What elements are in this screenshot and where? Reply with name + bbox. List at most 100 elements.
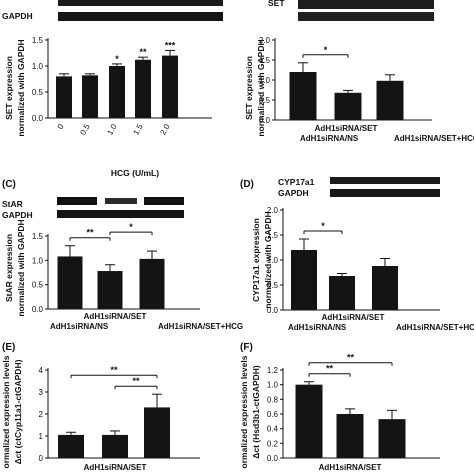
bar [329, 276, 355, 310]
gapdh-label-a: GAPDH [2, 11, 33, 21]
bar [57, 256, 83, 309]
y-axis-title: SET expression [4, 56, 14, 120]
y-tick-label: 0.0 [32, 305, 44, 314]
significance-label: * [115, 54, 119, 64]
y-axis-title: ormalized expression levels [239, 355, 249, 468]
significance-label: ** [139, 47, 147, 57]
bar [135, 59, 151, 118]
set-label-b: SET [268, 0, 285, 8]
bar [372, 266, 398, 310]
y-axis-title: Δct (ctCyp11a1-ctGAPDH) [13, 359, 23, 464]
y-tick-label: 0.5 [267, 281, 279, 290]
y-tick-label: 1.5 [32, 232, 44, 241]
cyp17a1-label-d: CYP17a1 [278, 177, 315, 187]
bar [295, 384, 323, 458]
significance-label: ** [347, 353, 355, 363]
bar [378, 419, 406, 458]
y-tick-label: 1.0 [267, 256, 279, 265]
y-axis-title: normalized with GAPDH [263, 211, 273, 308]
x-tick-label: 1.0 [105, 122, 119, 137]
y-tick-label: 0.0 [267, 454, 279, 463]
y-tick-label: 0.5 [32, 88, 44, 97]
gapdh-label-c: GAPDH [2, 210, 33, 220]
y-tick-label: 1.2 [267, 366, 279, 375]
panel-c-blot: (C) StAR GAPDH [2, 179, 184, 220]
x-tick-label: 2.0 [158, 122, 172, 137]
y-axis-title: Δct (Hsd3b1-ctGAPDH) [251, 365, 261, 459]
x-tick-label: 0 [56, 122, 66, 131]
significance-label: ** [110, 365, 118, 375]
y-tick-label: 0.0 [267, 306, 279, 315]
y-tick-label: 0.2 [267, 439, 279, 448]
y-axis-title: normalized with GAPDH [256, 39, 266, 136]
panel-a-blot: GAPDH [2, 0, 223, 21]
bar [289, 72, 317, 120]
significance-label: ** [326, 364, 334, 374]
x-tick-label: AdH1siRNA/NS [288, 323, 347, 332]
x-axis-title: HCG (U/mL) [111, 168, 159, 178]
significance-label: ** [132, 376, 140, 386]
x-tick-label: AdH1siRNA/SET+HCG [394, 134, 474, 143]
significance-label: * [324, 45, 328, 55]
significance-label: * [129, 222, 133, 232]
y-tick-label: 0.0 [259, 116, 271, 125]
significance-label: ** [86, 228, 94, 238]
panel-d-letter: (D) [240, 179, 254, 190]
y-tick-label: 1.5 [32, 36, 44, 45]
x-tick-label: 0.5 [78, 122, 92, 137]
x-tick-label: AdH1siRNA/NS [300, 134, 359, 143]
y-tick-label: 1.0 [32, 256, 44, 265]
panel-f-letter: (F) [240, 342, 253, 353]
x-tick-label: AdH1siRNA/SET+HCG [396, 323, 474, 332]
bar [82, 75, 98, 118]
panel-b-blot: SET [268, 0, 434, 21]
panel-d-blot: (D) CYP17a1 GAPDH [240, 177, 440, 198]
chart-panel-c: 0.0 0.5 1.0 1.5 StAR expression normalized wi… [4, 219, 243, 331]
y-tick-label: 0.0 [32, 114, 44, 123]
y-tick-label: 0.5 [32, 281, 44, 290]
y-tick-label: 1.5 [259, 56, 271, 65]
panel-e-letter: (E) [2, 342, 15, 353]
y-axis-title: ormalized expression levels [1, 355, 11, 468]
y-tick-label: 2.0 [259, 36, 271, 45]
bar [56, 76, 72, 118]
bar [97, 271, 123, 309]
gapdh-label-d: GAPDH [278, 188, 309, 198]
bar [109, 66, 125, 118]
x-tick-label: 1.5 [131, 122, 145, 137]
x-tick-label: AdH1siRNA/SET+HCG [158, 322, 243, 331]
chart-panel-b: 0.0 0.5 1.0 1.5 2.0 SET expression normalized … [244, 36, 474, 143]
x-tick-label: AdH1siRNA/SET [84, 463, 147, 472]
bar [58, 434, 84, 458]
chart-panel-e: 0 1 2 3 4 ormalized expression levels Δct (ctC… [1, 355, 200, 472]
chart-panel-d: 0.0 0.5 1.0 1.5 2.0 CYP17a1 expression normali… [251, 206, 474, 332]
y-tick-label: 2 [39, 410, 44, 419]
chart-panel-f: 0.0 0.2 0.4 0.6 0.8 1.0 1.2 ormalized expressio… [239, 353, 440, 472]
y-tick-label: 1.0 [267, 381, 279, 390]
y-axis-title: SET expression [244, 56, 254, 120]
x-tick-label: AdH1siRNA/SET [315, 124, 378, 133]
x-tick-label: AdH1siRNA/NS [50, 322, 109, 331]
panel-c-letter: (C) [2, 179, 16, 190]
chart-panel-a: 0.0 0.5 1.0 1.5 SET expression normalized wit… [4, 36, 212, 178]
y-tick-label: 3 [39, 388, 44, 397]
y-tick-label: 0.5 [259, 96, 271, 105]
bar [139, 258, 165, 309]
bar [102, 434, 128, 458]
x-tick-label: AdH1siRNA/SET [84, 312, 147, 321]
y-tick-label: 1.0 [32, 62, 44, 71]
y-tick-label: 1.5 [267, 231, 279, 240]
y-tick-label: 1.0 [259, 76, 271, 85]
bar [144, 407, 170, 458]
y-tick-label: 0 [39, 454, 44, 463]
y-axis-title: normalized with GAPDH [16, 219, 26, 316]
bar [291, 250, 317, 310]
y-tick-label: 0.8 [267, 395, 279, 404]
x-tick-label: AdH1siRNA/SET [319, 463, 382, 472]
significance-label: *** [165, 40, 176, 50]
bar [336, 414, 364, 458]
y-tick-label: 0.6 [267, 410, 279, 419]
bar [376, 80, 404, 120]
y-axis-title: StAR expression [4, 234, 14, 302]
